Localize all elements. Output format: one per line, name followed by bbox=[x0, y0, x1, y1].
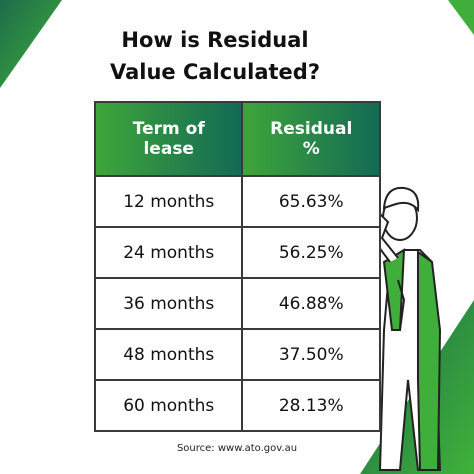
residual-cell: 37.50% bbox=[241, 328, 381, 381]
column-header: Residual % bbox=[241, 101, 381, 177]
term-cell: 12 months bbox=[93, 175, 244, 228]
column-header: Term of lease bbox=[93, 101, 244, 177]
table-row: 60 months 28.13% bbox=[93, 379, 381, 432]
table-row: 24 months 56.25% bbox=[93, 226, 381, 279]
residual-cell: 28.13% bbox=[241, 379, 381, 432]
corner-shape bbox=[0, 0, 62, 88]
source: Source: www.ato.gov.au bbox=[176, 443, 298, 454]
corner-shape bbox=[448, 0, 474, 35]
residual-cell: 56.25% bbox=[241, 226, 381, 279]
table-row: 12 months 65.63% bbox=[93, 175, 381, 228]
table-row: 36 months 46.88% bbox=[93, 277, 381, 330]
term-cell: 24 months bbox=[93, 226, 244, 279]
residual-cell: 65.63% bbox=[241, 175, 381, 228]
term-cell: 60 months bbox=[93, 379, 244, 432]
table-row: 48 months 37.50% bbox=[93, 328, 381, 381]
term-cell: 36 months bbox=[93, 277, 244, 330]
person-illustration bbox=[370, 186, 442, 471]
residual-cell: 46.88% bbox=[241, 277, 381, 330]
term-cell: 48 months bbox=[93, 328, 244, 381]
title: How is Residual Value Calculated? bbox=[109, 28, 321, 84]
residual-table: Term of lease Residual % 12 months 65.63%… bbox=[93, 101, 381, 432]
